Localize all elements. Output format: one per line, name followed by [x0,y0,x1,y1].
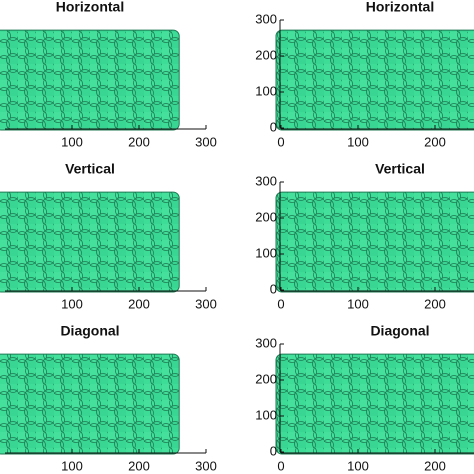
x-tick-label: 200 [424,134,446,149]
y-tick-label: 200 [255,371,277,386]
y-tick-label: 100 [255,245,277,260]
x-tick-label: 200 [128,458,150,473]
panel-title: Vertical [65,161,115,177]
x-tick-label: 200 [424,296,446,311]
particle-bed [0,191,180,293]
x-tick-label: 100 [347,296,369,311]
panel-title: Diagonal [370,323,429,339]
y-tick-label: 200 [255,209,277,224]
x-tick-label: 300 [195,296,217,311]
y-tick-label: 0 [270,443,277,458]
y-tick-label: 100 [255,407,277,422]
y-tick-label: 300 [255,335,277,350]
particle-bed [275,353,474,455]
panel-title: Horizontal [366,0,434,15]
particle-bed [275,29,474,131]
x-tick-label: 0 [277,458,284,473]
y-tick-label: 0 [270,281,277,296]
y-tick-label: 200 [255,47,277,62]
x-tick-label: 100 [61,134,83,149]
panel-title: Vertical [375,161,425,177]
x-tick-label: 300 [195,458,217,473]
x-tick-label: 100 [61,296,83,311]
y-tick-label: 0 [270,119,277,134]
x-tick-label: 100 [347,134,369,149]
x-tick-label: 200 [424,458,446,473]
y-tick-label: 100 [255,83,277,98]
y-tick-label: 300 [255,11,277,26]
x-tick-label: 0 [277,134,284,149]
panel-title: Horizontal [56,0,124,15]
x-tick-label: 0 [277,296,284,311]
particle-bed [0,29,180,131]
panel-title: Diagonal [60,323,119,339]
y-tick-label: 300 [255,173,277,188]
particle-bed [275,191,474,293]
x-tick-label: 200 [128,134,150,149]
particle-bed [0,353,180,455]
x-tick-label: 100 [61,458,83,473]
x-tick-label: 300 [195,134,217,149]
x-tick-label: 200 [128,296,150,311]
x-tick-label: 100 [347,458,369,473]
